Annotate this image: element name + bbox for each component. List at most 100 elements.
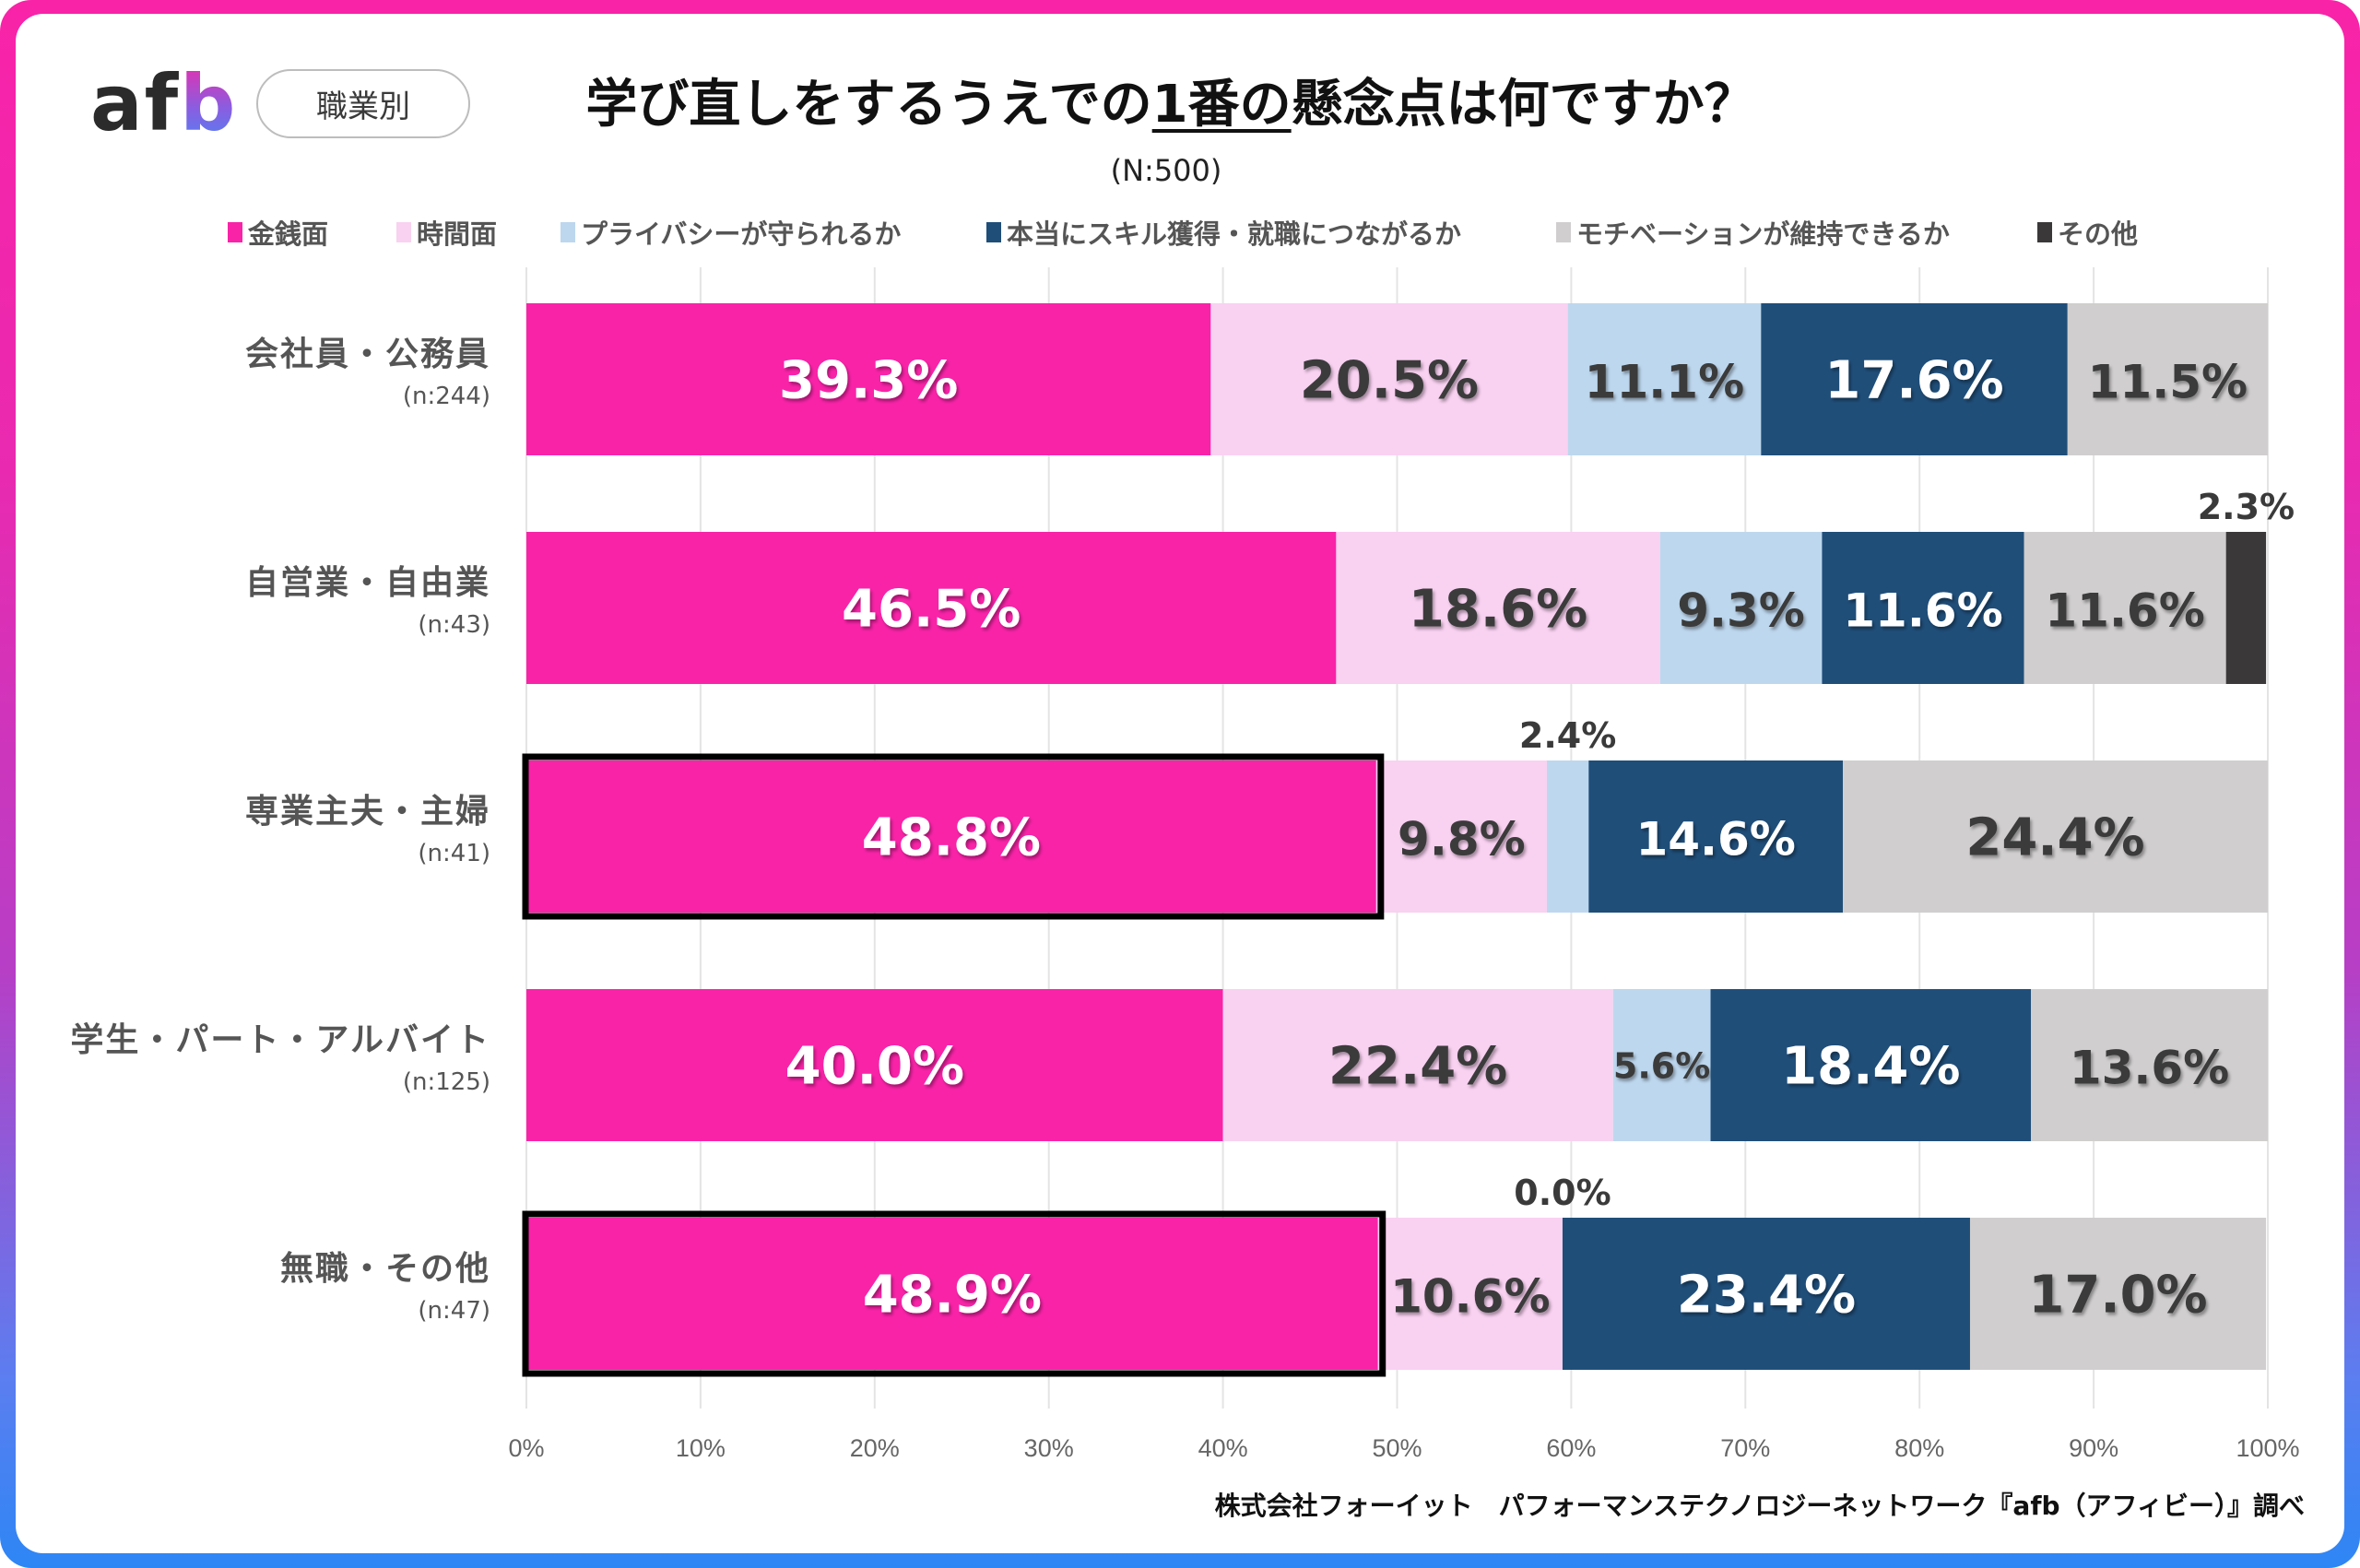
x-tick-label: 50%	[1372, 1434, 1422, 1462]
legend-item: モチベーションが維持できるか	[1556, 214, 1950, 251]
x-tick-label: 100%	[2236, 1434, 2299, 1462]
data-label: 23.4%	[1677, 1266, 1856, 1326]
data-label: 17.6%	[1824, 351, 2003, 411]
category-label: 専業主夫・主婦 (n:41)	[245, 792, 490, 869]
category-sample-size: (n:41)	[418, 840, 490, 867]
data-label: 46.5%	[842, 580, 1021, 640]
bar-segment	[1761, 303, 2068, 455]
data-label: 13.6%	[2070, 1042, 2229, 1095]
legend-label: その他	[2058, 218, 2139, 250]
x-tick-label: 70%	[1720, 1434, 1770, 1462]
legend-item: 時間面	[396, 214, 497, 251]
bar-segment	[1546, 760, 1589, 913]
highlight-outline	[522, 753, 1385, 920]
x-tick-label: 10%	[676, 1434, 726, 1462]
category-name: 自営業・自由業	[244, 564, 490, 602]
data-label: 5.6%	[1613, 1046, 1710, 1087]
legend-label: 時間面	[417, 218, 498, 250]
logo-text-af: af	[90, 58, 181, 148]
highlight-outline	[522, 1210, 1386, 1377]
data-label: 18.6%	[1409, 580, 1587, 640]
legend-item: プライバシーが守られるか	[560, 214, 901, 251]
data-label: 2.4%	[1519, 715, 1616, 756]
bar-segment	[1588, 760, 1844, 913]
x-tick-label: 90%	[2069, 1434, 2118, 1462]
category-name: 専業主夫・主婦	[244, 793, 490, 831]
category-label: 会社員・公務員 (n:244)	[245, 335, 490, 412]
legend-swatch	[2037, 222, 2052, 242]
category-name: 学生・パート・アルバイト	[70, 1021, 490, 1059]
legend-label: 本当にスキル獲得・就職につながるか	[1007, 218, 1462, 250]
category-sample-size: (n:244)	[402, 383, 490, 410]
legend-item: 金銭面	[228, 214, 328, 251]
data-label: 10.6%	[1390, 1270, 1550, 1324]
bar-segment	[526, 303, 1211, 455]
category-pill: 職業別	[256, 69, 470, 138]
bar-segment	[1210, 303, 1568, 455]
x-tick-label: 40%	[1198, 1434, 1248, 1462]
title-part-1: 学び直しをするうえでの	[585, 75, 1152, 135]
bar-segment	[1567, 303, 1762, 455]
bar-segment	[2031, 989, 2268, 1141]
category-sample-size: (n:43)	[418, 611, 490, 639]
x-tick-label: 60%	[1546, 1434, 1596, 1462]
data-label: 9.3%	[1677, 584, 1805, 638]
bar-segment	[1375, 760, 1547, 913]
legend-label: 金銭面	[248, 218, 329, 250]
bar-segment	[526, 532, 1337, 684]
x-tick-label: 80%	[1894, 1434, 1944, 1462]
bar-segment	[1710, 989, 2032, 1141]
category-label: 無職・その他 (n:47)	[280, 1249, 490, 1326]
x-tick-label: 30%	[1024, 1434, 1074, 1462]
bar-segment	[2024, 532, 2226, 684]
data-label: 11.5%	[2088, 356, 2248, 409]
data-label: 0.0%	[1514, 1173, 1611, 1213]
legend-item: 本当にスキル獲得・就職につながるか	[986, 214, 1461, 251]
data-label: 48.9%	[863, 1266, 1042, 1326]
x-tick-label: 0%	[508, 1434, 544, 1462]
bar-segment	[1336, 532, 1660, 684]
data-label: 2.3%	[2198, 487, 2295, 527]
legend-swatch	[560, 222, 575, 242]
data-label: 11.1%	[1585, 356, 1744, 409]
legend-swatch	[396, 222, 411, 242]
category-label: 学生・パート・アルバイト (n:125)	[70, 1020, 490, 1098]
data-label: 18.4%	[1781, 1037, 1960, 1097]
bar-segment	[1562, 1218, 1970, 1370]
chart-title: 学び直しをするうえでの1番の懸念点は何ですか？	[553, 74, 1788, 136]
legend-label: プライバシーが守られるか	[581, 218, 902, 250]
category-name: 会社員・公務員	[244, 336, 490, 373]
category-sample-size: (n:125)	[402, 1068, 490, 1096]
category-sample-size: (n:47)	[418, 1297, 490, 1325]
bar-segment	[1969, 1218, 2267, 1370]
legend-swatch	[228, 222, 242, 242]
data-label: 24.4%	[1965, 808, 2144, 868]
bar-segment	[1222, 989, 1613, 1141]
data-label: 20.5%	[1300, 351, 1479, 411]
bar-segment	[526, 1218, 1378, 1370]
data-label: 22.4%	[1328, 1037, 1507, 1097]
bar-segment	[1377, 1218, 1563, 1370]
data-label: 39.3%	[779, 351, 958, 411]
sample-size: (N:500)	[1110, 153, 1222, 188]
bar-segment	[526, 989, 1223, 1141]
logo-text-b: b	[180, 58, 238, 148]
bar-segment	[1843, 760, 2268, 913]
legend-swatch	[986, 222, 1001, 242]
data-label: 9.8%	[1398, 813, 1526, 867]
bar-segment	[1612, 989, 1711, 1141]
legend-item: その他	[2037, 214, 2138, 251]
bar-segment	[2225, 532, 2267, 684]
category-label: 自営業・自由業 (n:43)	[245, 563, 490, 641]
data-label: 14.6%	[1635, 813, 1795, 867]
data-label: 40.0%	[785, 1037, 964, 1097]
category-name: 無職・その他	[279, 1250, 490, 1288]
bar-segment	[2067, 303, 2268, 455]
bar-segment	[1822, 532, 2024, 684]
afb-logo: afb	[90, 65, 237, 142]
title-part-2: 懸念点は何ですか？	[1291, 75, 1756, 135]
legend-label: モチベーションが維持できるか	[1576, 218, 1950, 250]
x-tick-label: 20%	[850, 1434, 900, 1462]
bar-segment	[526, 760, 1376, 913]
